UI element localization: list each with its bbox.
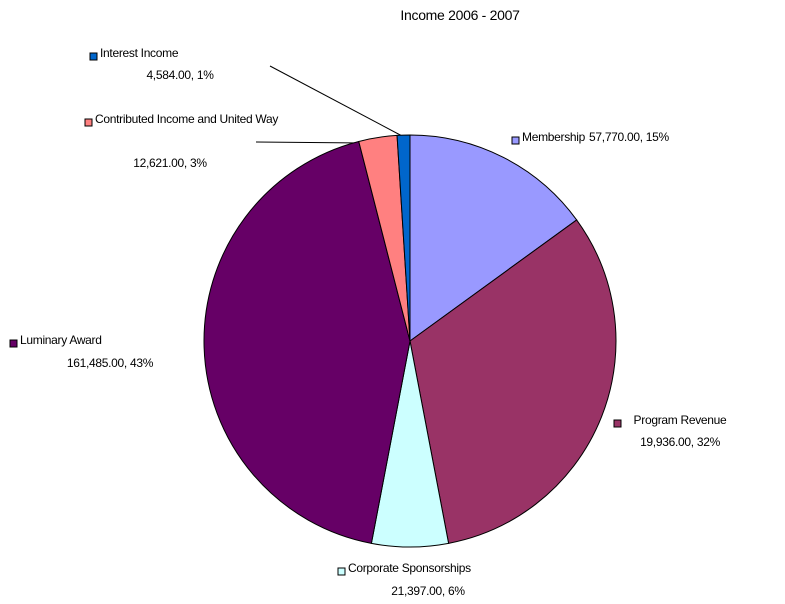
slice-name: Membership 57,770.00, 15% <box>522 130 670 144</box>
leader-line <box>269 65 405 138</box>
data-label: 19,936.00, 32% <box>640 435 721 449</box>
legend-swatch <box>84 118 93 127</box>
data-label: 12,621.00, 3% <box>133 156 207 170</box>
legend-swatch <box>89 52 98 61</box>
data-label: 21,397.00, 6% <box>391 584 465 598</box>
slice-name: Corporate Sponsorships <box>348 561 471 575</box>
leader-line <box>255 141 365 144</box>
data-label: 4,584.00, 1% <box>146 68 214 82</box>
pie-slice <box>409 219 617 544</box>
slice-name: Contributed Income and United Way <box>95 112 278 126</box>
legend-swatch <box>511 136 520 145</box>
chart-title: Income 2006 - 2007 <box>400 7 520 23</box>
pie-slice <box>396 134 411 342</box>
legend-swatch <box>613 419 622 428</box>
pie-slice <box>409 134 578 342</box>
slice-name: Interest Income <box>100 46 179 60</box>
legend-swatch <box>337 567 346 576</box>
legend-swatch <box>9 339 18 348</box>
pie-slice <box>203 140 411 544</box>
data-label: 161,485.00, 43% <box>67 356 154 370</box>
slice-name: Program Revenue <box>634 413 728 427</box>
slice-name: Luminary Award <box>20 333 102 347</box>
data-label: 57,770.00, 15% <box>589 130 670 144</box>
